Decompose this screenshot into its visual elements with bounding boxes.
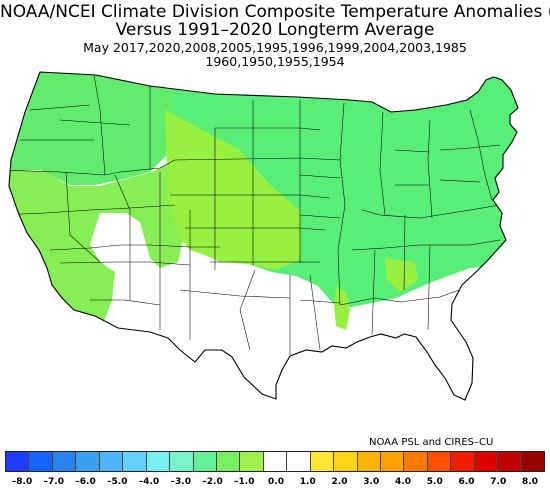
legend-swatch-16 — [357, 452, 381, 471]
warm-region-central — [165, 110, 300, 270]
color-scale-tick-labels: –8.0 –7.0 –6.0 –5.0 –4.0 –3.0 –2.0 –1.0 0.0 1.0 2.… — [0, 477, 550, 491]
legend-swatch-2 — [29, 452, 53, 471]
composite-years-line-1: May 2017,2020,2008,2005,1995,1996,1999,2… — [83, 40, 467, 55]
legend-tick-label: 8.0 — [522, 477, 538, 487]
legend-tick-label: –6.0 — [75, 477, 96, 487]
legend-tick-label: 2.0 — [331, 477, 348, 487]
legend-swatch-11 — [240, 452, 264, 471]
warm-region-north — [9, 72, 175, 185]
legend-tick-label: –1.0 — [234, 477, 255, 487]
division-borders — [9, 74, 501, 355]
legend-tick-label: 3.0 — [363, 477, 380, 487]
legend-tick-label: 6.0 — [458, 477, 475, 487]
legend-swatch-23 — [521, 452, 545, 471]
composite-years-line-2: 1960,1950,1955,1954 — [205, 54, 345, 69]
legend-swatch-4 — [76, 452, 100, 471]
legend-tick-label: 5.0 — [426, 477, 443, 487]
legend-swatch-10 — [216, 452, 241, 471]
legend-tick-label: 4.0 — [395, 477, 411, 487]
legend-tick-label: 7.0 — [490, 477, 507, 487]
legend-swatch-15 — [334, 452, 358, 471]
lower-mississippi-warm-strip — [334, 286, 350, 330]
legend-swatch-3 — [52, 452, 77, 471]
legend-swatch-17 — [381, 452, 405, 471]
legend-tick-label: –8.0 — [11, 477, 33, 487]
legend-tick-label: –2.0 — [202, 477, 223, 487]
legend-swatch-18 — [404, 452, 428, 471]
legend-swatch-7 — [146, 452, 171, 471]
map-title: NOAA/NCEI Climate Division Composite Tem… — [0, 2, 550, 22]
legend-tick-label: –7.0 — [43, 477, 64, 487]
legend-tick-label: 0.0 — [268, 477, 284, 487]
legend-swatch-14 — [310, 452, 335, 471]
legend-swatch-1 — [6, 452, 30, 471]
legend-swatch-21 — [474, 452, 499, 471]
legend-swatch-12 — [263, 452, 288, 471]
legend-swatch-8 — [170, 452, 194, 471]
legend-swatch-19 — [427, 452, 452, 471]
legend-swatch-22 — [498, 452, 522, 471]
legend-tick-label: –5.0 — [107, 477, 128, 487]
legend-swatch-13 — [287, 452, 311, 471]
color-scale-bar — [5, 451, 545, 472]
appalachian-warm-patch — [385, 258, 418, 292]
legend-swatch-20 — [451, 452, 475, 471]
legend-swatch-5 — [99, 452, 124, 471]
legend-tick-label: –4.0 — [138, 477, 160, 487]
legend-swatch-6 — [123, 452, 147, 471]
legend-tick-label: 1.0 — [299, 477, 316, 487]
credit-label: NOAA PSL and CIRES–CU — [369, 437, 494, 448]
legend-tick-label: –3.0 — [170, 477, 191, 487]
legend-swatch-9 — [193, 452, 217, 471]
us-anomaly-map — [8, 71, 519, 401]
map-subtitle: Versus 1991–2020 Longterm Average — [115, 20, 435, 40]
